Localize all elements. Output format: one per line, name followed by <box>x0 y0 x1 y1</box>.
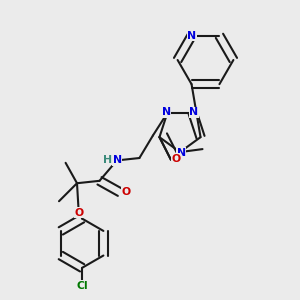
Text: O: O <box>172 154 181 164</box>
Text: Cl: Cl <box>76 281 88 291</box>
Text: N: N <box>187 31 196 41</box>
Text: N: N <box>177 148 186 158</box>
Text: O: O <box>121 187 130 197</box>
Text: N: N <box>112 155 122 165</box>
Text: H: H <box>103 155 112 165</box>
Text: N: N <box>189 107 198 117</box>
Text: N: N <box>162 107 171 117</box>
Text: O: O <box>74 208 84 218</box>
